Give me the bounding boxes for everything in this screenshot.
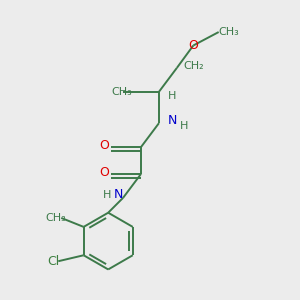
- Text: O: O: [99, 139, 109, 152]
- Text: H: H: [168, 91, 177, 101]
- Text: Cl: Cl: [48, 255, 60, 268]
- Text: CH₃: CH₃: [219, 27, 239, 37]
- Text: CH₃: CH₃: [45, 213, 66, 223]
- Text: O: O: [188, 39, 198, 52]
- Text: CH₂: CH₂: [183, 61, 204, 71]
- Text: N: N: [168, 114, 177, 127]
- Text: N: N: [114, 188, 123, 201]
- Text: H: H: [180, 121, 188, 131]
- Text: CH₃: CH₃: [111, 87, 132, 97]
- Text: O: O: [99, 166, 109, 179]
- Text: H: H: [103, 190, 111, 200]
